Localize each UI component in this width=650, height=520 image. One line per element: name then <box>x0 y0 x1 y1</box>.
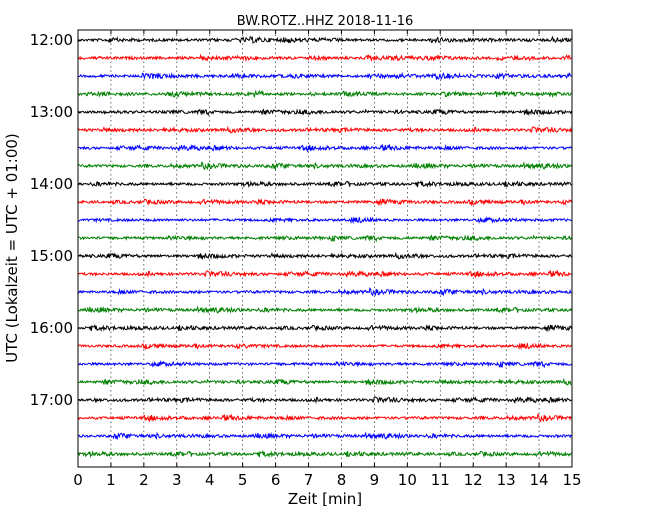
plot-frame <box>77 29 573 468</box>
x-tick-label: 14 <box>530 471 549 489</box>
x-tick-label: 8 <box>337 471 347 489</box>
trace-1715 <box>77 413 572 423</box>
x-tick-label: 12 <box>464 471 483 489</box>
y-tick-label: 14:00 <box>30 175 73 193</box>
trace-1745 <box>77 450 572 459</box>
trace-1730 <box>77 431 572 441</box>
trace-1200 <box>77 35 572 44</box>
x-tick-label: 13 <box>497 471 516 489</box>
trace-1300 <box>77 108 572 117</box>
trace-1515 <box>77 269 572 279</box>
x-tick-label: 5 <box>238 471 248 489</box>
y-tick-label: 12:00 <box>30 31 73 49</box>
traces <box>77 35 572 459</box>
y-tick-label: 17:00 <box>30 391 73 409</box>
x-tick-label: 3 <box>172 471 182 489</box>
x-axis: 0 1 2 3 4 5 6 7 8 9 10 11 12 13 14 15 <box>73 30 582 489</box>
x-tick-label: 11 <box>431 471 450 489</box>
x-tick-label: 15 <box>562 471 581 489</box>
trace-1400 <box>77 180 572 189</box>
trace-1630 <box>77 360 572 369</box>
y-tick-label: 15:00 <box>30 247 73 265</box>
x-tick-label: 4 <box>205 471 215 489</box>
trace-1430 <box>77 216 572 225</box>
x-tick-label: 0 <box>73 471 83 489</box>
trace-1230 <box>77 71 572 81</box>
trace-1645 <box>77 377 572 387</box>
trace-1330 <box>77 143 572 153</box>
trace-1615 <box>77 342 572 351</box>
x-tick-label: 10 <box>398 471 417 489</box>
trace-1315 <box>77 125 572 135</box>
y-axis-label: UTC (Lokalzeit = UTC + 01:00) <box>3 133 21 363</box>
x-tick-label: 6 <box>271 471 281 489</box>
trace-1215 <box>77 53 572 63</box>
trace-1545 <box>77 305 572 314</box>
trace-1500 <box>77 251 572 261</box>
trace-1245 <box>77 89 572 99</box>
trace-1530 <box>77 287 572 297</box>
x-tick-label: 9 <box>370 471 380 489</box>
y-tick-label: 13:00 <box>30 103 73 121</box>
trace-1445 <box>77 234 572 243</box>
trace-1600 <box>77 324 572 333</box>
x-tick-label: 2 <box>139 471 149 489</box>
x-axis-label: Zeit [min] <box>288 490 362 508</box>
trace-1345 <box>77 161 572 171</box>
y-axis: 12:00 13:00 14:00 15:00 16:00 17:00 <box>30 31 82 409</box>
x-tick-label: 7 <box>304 471 314 489</box>
trace-1700 <box>77 396 572 405</box>
chart-title: BW.ROTZ..HHZ 2018-11-16 <box>237 14 413 29</box>
y-tick-label: 16:00 <box>30 319 73 337</box>
x-tick-label: 1 <box>106 471 116 489</box>
grid-lines <box>110 30 540 467</box>
trace-1415 <box>77 198 572 207</box>
